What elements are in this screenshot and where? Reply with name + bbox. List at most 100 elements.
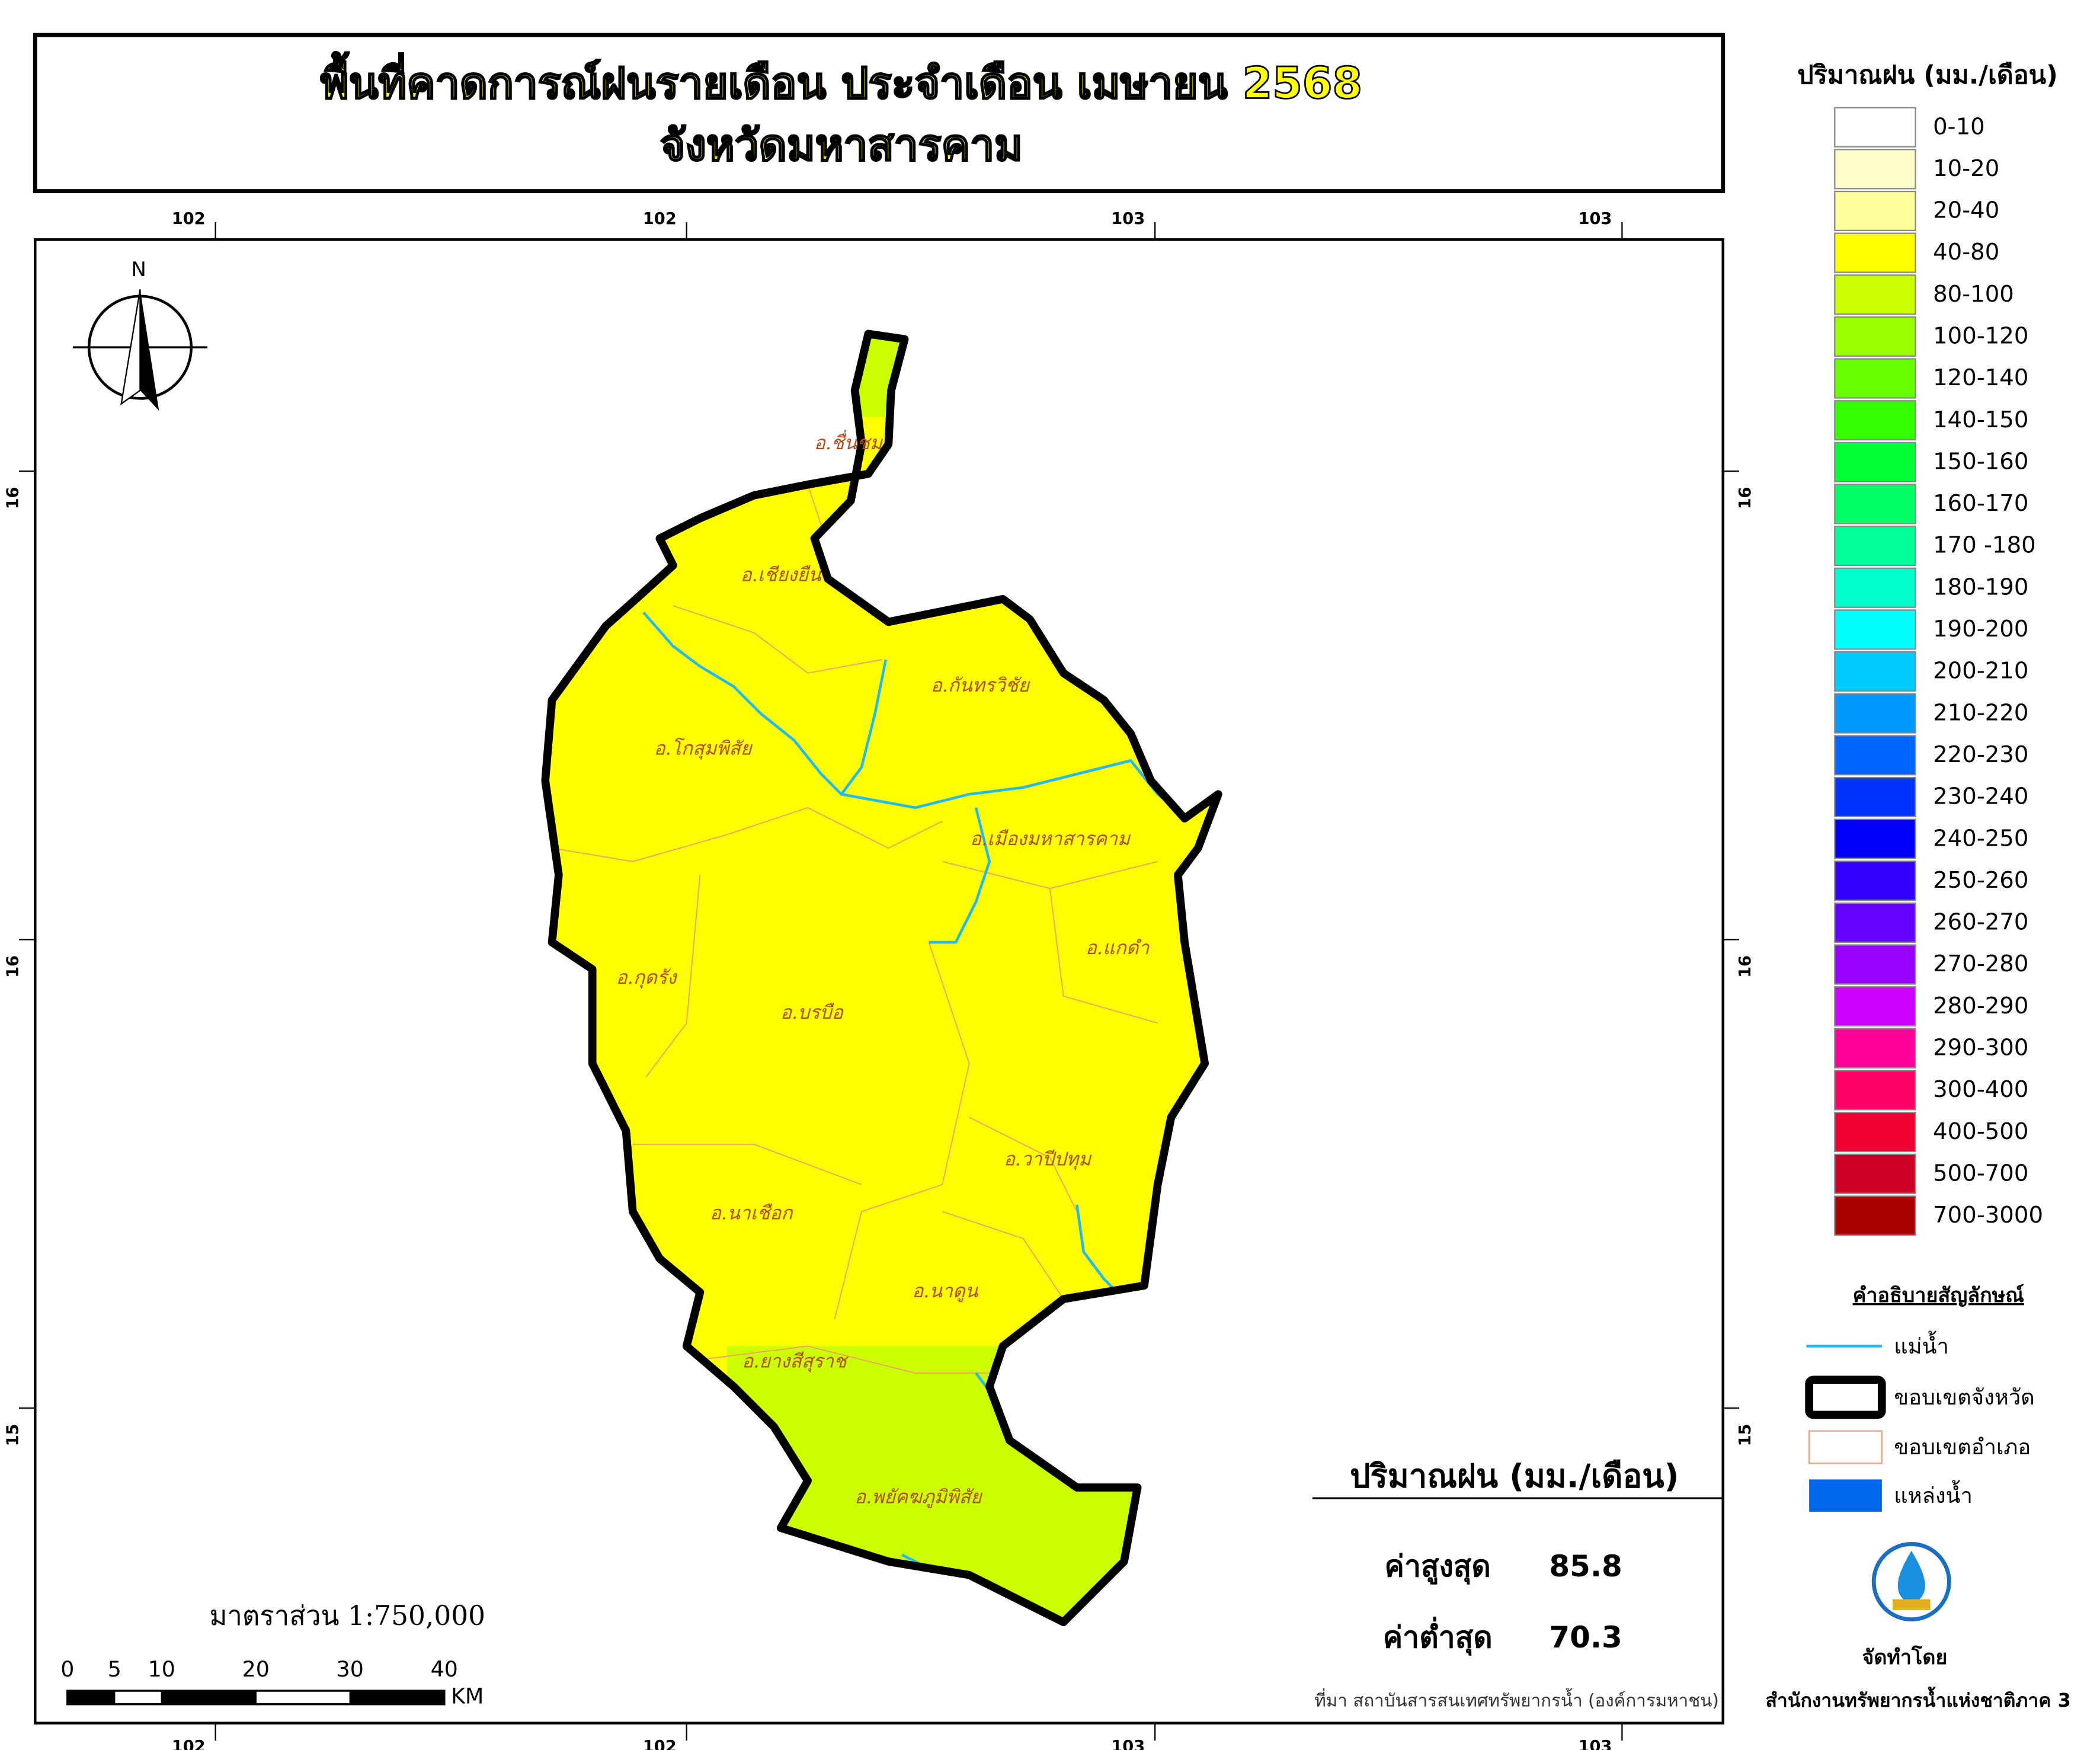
district-label: อ.ยางสีสุราช [742, 1350, 849, 1373]
legend-swatch [1834, 609, 1916, 650]
district-boundary [700, 1345, 990, 1374]
legend-label: 270-280 [1933, 951, 2028, 977]
district-labels: อ.ชื่นชมอ.เชียงยืนอ.กันทรวิชัยอ.โกสุมพิส… [616, 430, 1150, 1509]
scale-segment [350, 1691, 444, 1704]
legend-label: 80-100 [1933, 281, 2014, 308]
grid-label: 103 [1111, 210, 1145, 228]
legend-label: 180-190 [1933, 574, 2028, 600]
district-boundary [673, 605, 882, 674]
legend-title: ปริมาณฝน (มม./เดือน) [1797, 60, 2058, 90]
scale-tick-label: 30 [337, 1656, 364, 1682]
district-boundary [834, 942, 970, 1320]
legend-swatch [1834, 358, 1916, 399]
stats-min: 70.3 [1549, 1620, 1622, 1655]
grid-label: 102 [172, 210, 206, 228]
title-box [33, 33, 1726, 193]
river [840, 659, 888, 795]
legend-swatch [1834, 232, 1916, 273]
stats-max: 85.8 [1549, 1549, 1622, 1583]
province-symbol [1805, 1375, 1886, 1419]
legend-label: 250-260 [1933, 867, 2028, 894]
legend-swatch [1834, 1070, 1916, 1111]
stats-min-label: ค่าต่ำสุด [1383, 1617, 1493, 1656]
scale-segment [161, 1691, 256, 1704]
legend-label: 10-20 [1933, 155, 1999, 182]
grid-label: 16 [4, 955, 22, 978]
credit-org: สำนักงานทรัพยากรน้ำแห่งชาติภาค 3 [1766, 1686, 2071, 1711]
district-boundary [552, 807, 943, 862]
source: ที่มา สถาบันสารสนเทศทรัพยากรน้ำ (องค์การ… [1314, 1688, 1719, 1711]
grid-label: 102 [172, 1738, 206, 1750]
legend-label: 700-3000 [1933, 1202, 2043, 1228]
scale-unit: KM [451, 1683, 484, 1709]
scale-text: มาตราส่วน 1:750,000 [209, 1600, 485, 1631]
legend-swatch [1834, 651, 1916, 692]
legend-label: 120-140 [1933, 364, 2028, 391]
north-label: N [131, 258, 146, 281]
legend-label: 160-170 [1933, 490, 2028, 517]
title-line2: จังหวัดมหาสารคาม [660, 121, 1023, 171]
river [929, 807, 991, 944]
legend-label: 100-120 [1933, 323, 2028, 350]
legend-label: 240-250 [1933, 825, 2028, 852]
water-symbol [1809, 1479, 1882, 1512]
legend-swatch [1834, 190, 1916, 232]
legend-swatch [1834, 1112, 1916, 1153]
legend-label: 500-700 [1933, 1160, 2028, 1186]
legend-swatch [1834, 693, 1916, 734]
grid-label: 16 [4, 487, 22, 510]
title-line1: พื้นที่คาดการณ์ฝนรายเดือน ประจำเดือน เมษ… [321, 51, 1362, 108]
legend-swatch [1834, 1153, 1916, 1194]
legend-swatch [1834, 1028, 1916, 1068]
legend-swatch [1834, 274, 1916, 315]
credit-label: จัดทำโดย [1862, 1645, 1947, 1669]
legend-label: 190-200 [1933, 616, 2028, 642]
legend-swatch [1834, 944, 1916, 985]
legend-swatch [1834, 316, 1916, 357]
district-label: อ.วาปีปทุม [1004, 1148, 1092, 1171]
province-label: ขอบเขตจังหวัด [1894, 1384, 2035, 1410]
scale-tick-label: 20 [242, 1656, 270, 1682]
district-boundary [645, 875, 701, 1077]
stats-title: ปริมาณฝน (มม./เดือน) [1350, 1457, 1679, 1495]
scale-segment [67, 1691, 115, 1704]
district-label: อ.บรบือ [780, 1002, 844, 1023]
legend-label: 230-240 [1933, 783, 2028, 810]
scale-tick-label: 40 [431, 1656, 458, 1682]
district-label: ขอบเขตอำเภอ [1894, 1434, 2031, 1460]
scale-tick-label: 5 [108, 1656, 121, 1682]
grid-label: 102 [643, 210, 677, 228]
grid-label: 102 [643, 1738, 677, 1750]
legend-swatch [1834, 818, 1916, 859]
grid-labels: 102 102 103 103 102 102 103 103 16 16 15 16 16 15 [4, 210, 1754, 1750]
logo-base [1892, 1599, 1931, 1610]
legend-label: 20-40 [1933, 197, 1999, 224]
legend-label: 290-300 [1933, 1034, 2028, 1061]
legend-swatch [1834, 860, 1916, 901]
legend-label: 140-150 [1933, 407, 2028, 433]
legend-swatch [1834, 735, 1916, 776]
district-symbol [1808, 1430, 1883, 1464]
legend-swatch [1834, 107, 1916, 148]
water-label: แหล่งน้ำ [1894, 1480, 1973, 1508]
legend-swatch [1834, 776, 1916, 818]
legend-label: 280-290 [1933, 993, 2028, 1019]
stats-max-label: ค่าสูงสุด [1385, 1549, 1491, 1585]
legend-label: 220-230 [1933, 741, 2028, 768]
legend-swatch [1834, 526, 1916, 567]
legend: 0-10 10-20 20-40 40-80 80-100 100-120 120-140 1… [1834, 107, 2043, 1236]
river-label: แม่น้ำ [1894, 1330, 1949, 1359]
legend-swatch [1834, 1195, 1916, 1236]
legend-swatch [1834, 400, 1916, 441]
legend-label: 200-210 [1933, 658, 2028, 684]
district-label: อ.เมืองมหาสารคาม [970, 828, 1131, 850]
legend-label: 400-500 [1933, 1118, 2028, 1145]
district-label: อ.พยัคฆภูมิพิสัย [854, 1486, 983, 1509]
district-boundary [942, 1211, 1064, 1300]
grid-label: 103 [1111, 1738, 1145, 1750]
district-label: อ.ชื่นชม [814, 430, 883, 454]
district-boundary [632, 1143, 862, 1185]
district-boundaries [552, 484, 1158, 1374]
